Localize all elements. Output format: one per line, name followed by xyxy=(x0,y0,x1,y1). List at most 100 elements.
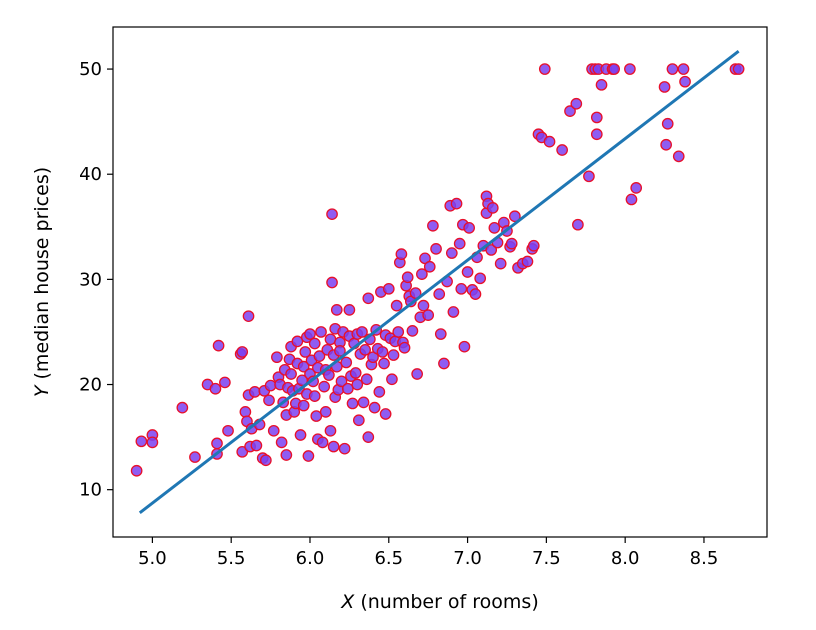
data-point xyxy=(304,328,316,340)
data-point xyxy=(209,382,222,395)
data-point xyxy=(494,257,507,270)
data-point xyxy=(608,63,620,75)
data-point xyxy=(461,266,474,278)
y-tick-label: 50 xyxy=(79,59,102,80)
data-point xyxy=(590,111,603,124)
y-axis-label: Y (median house prices) xyxy=(31,167,53,397)
x-axis-label-var: X xyxy=(340,591,355,613)
data-point xyxy=(455,282,468,295)
plot-frame xyxy=(112,26,768,538)
data-point xyxy=(250,439,263,452)
data-point xyxy=(378,357,390,370)
y-axis-label-var: Y xyxy=(31,384,53,397)
data-point xyxy=(595,78,608,91)
data-point xyxy=(294,429,307,441)
x-tick-label: 6.5 xyxy=(374,548,403,569)
data-point xyxy=(406,325,419,337)
x-tick-label: 6.0 xyxy=(296,548,325,569)
data-point xyxy=(427,219,439,232)
data-point xyxy=(390,299,403,312)
data-point xyxy=(291,335,304,348)
data-point xyxy=(445,247,458,259)
data-point xyxy=(271,351,283,364)
data-point xyxy=(543,135,556,148)
data-point xyxy=(672,150,685,163)
data-point xyxy=(433,288,446,300)
data-point xyxy=(474,272,487,285)
y-tick-label: 10 xyxy=(79,480,102,501)
data-point xyxy=(297,360,310,373)
data-point xyxy=(323,369,335,381)
data-point xyxy=(395,248,408,260)
data-point xyxy=(679,75,691,88)
data-point xyxy=(189,451,201,463)
x-axis-label-text: (number of rooms) xyxy=(354,591,538,613)
data-point xyxy=(356,326,368,338)
data-point xyxy=(299,346,312,358)
x-tick-label: 7.0 xyxy=(453,548,482,569)
data-point xyxy=(351,378,364,391)
data-point xyxy=(677,63,690,75)
data-point xyxy=(398,341,411,354)
data-point xyxy=(509,210,521,223)
data-point xyxy=(486,202,499,214)
data-point xyxy=(222,424,234,437)
data-point xyxy=(340,356,353,369)
x-tick-label: 8.0 xyxy=(611,548,640,569)
data-point xyxy=(212,339,225,352)
x-axis-ticks: 5.0 5.5 6.0 6.5 7.0 7.5 8.0 8.5 xyxy=(138,537,718,569)
data-point xyxy=(357,396,370,409)
data-point xyxy=(630,182,643,194)
data-point xyxy=(505,237,518,250)
data-point xyxy=(308,337,321,350)
x-tick-label: 5.0 xyxy=(138,548,167,569)
data-point xyxy=(275,436,288,449)
data-point xyxy=(326,276,338,289)
data-point xyxy=(373,386,386,398)
data-point xyxy=(417,299,430,312)
y-tick-label: 20 xyxy=(79,375,102,396)
data-point xyxy=(236,346,249,358)
data-point xyxy=(556,144,568,156)
data-point xyxy=(732,63,745,75)
data-point xyxy=(267,424,280,437)
data-point xyxy=(453,237,466,250)
data-point xyxy=(386,373,398,386)
data-point xyxy=(316,436,329,449)
data-point xyxy=(666,63,679,75)
y-tick-label: 30 xyxy=(79,269,102,290)
data-point xyxy=(327,440,340,453)
data-point xyxy=(146,436,159,449)
data-point xyxy=(409,287,422,299)
data-point xyxy=(285,368,297,380)
data-point xyxy=(362,431,375,443)
data-point xyxy=(625,193,638,206)
data-point xyxy=(310,410,323,422)
data-point xyxy=(176,401,189,414)
data-point xyxy=(334,345,346,357)
data-point xyxy=(538,63,551,75)
data-point xyxy=(280,449,293,461)
data-point xyxy=(296,374,308,387)
data-point xyxy=(248,386,261,398)
data-point xyxy=(319,406,332,418)
data-point xyxy=(527,239,540,252)
data-point xyxy=(260,454,272,467)
data-point xyxy=(335,375,348,388)
data-point xyxy=(485,244,498,256)
data-point xyxy=(242,310,255,323)
data-point xyxy=(330,304,343,316)
data-point xyxy=(570,97,583,110)
data-point xyxy=(521,255,534,268)
data-point xyxy=(411,368,423,380)
data-point xyxy=(438,357,450,370)
data-point xyxy=(211,437,223,450)
data-point xyxy=(324,424,337,437)
data-point xyxy=(463,221,476,234)
data-point xyxy=(308,390,321,402)
x-tick-label: 5.5 xyxy=(217,548,246,569)
data-point xyxy=(422,309,435,321)
data-point xyxy=(239,406,252,418)
y-axis-label-text: (median house prices) xyxy=(31,167,53,386)
